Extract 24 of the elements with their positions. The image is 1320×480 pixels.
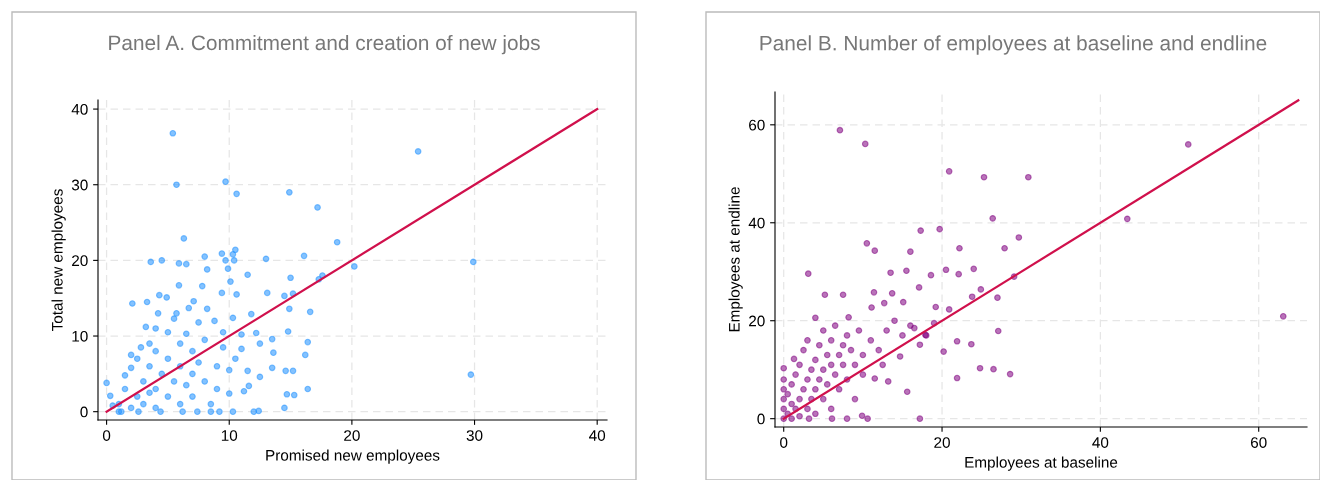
x-tick-label: 0 — [102, 430, 111, 441]
y-tick-label: 40 — [748, 217, 765, 229]
x-tick-label: 30 — [466, 430, 483, 441]
y-axis-title: Total new employees — [51, 189, 66, 331]
y-tick-label: 20 — [749, 315, 765, 327]
chart-title: Panel A. Commitment and creation of new jobs — [109, 34, 540, 55]
x-tick-label: 60 — [1250, 437, 1267, 448]
chart-title: Panel B. Number of employees at baseline and endline — [760, 35, 1267, 55]
y-tick-label: 40 — [71, 103, 88, 115]
y-axis-title: Employees at endline — [728, 187, 743, 332]
x-tick-label: 20 — [344, 430, 360, 441]
y-tick-label: 60 — [749, 119, 765, 131]
x-tick-label: 40 — [1092, 437, 1109, 448]
y-tick-label: 0 — [757, 413, 765, 425]
x-axis-title: Employees at baseline — [965, 456, 1118, 471]
x-tick-label: 10 — [221, 430, 238, 441]
x-tick-label: 20 — [934, 437, 950, 448]
x-axis-title: Promised new employees — [266, 449, 440, 464]
x-tick-label: 0 — [780, 437, 788, 448]
y-tick-label: 10 — [72, 330, 88, 342]
x-tick-label: 40 — [589, 430, 606, 441]
y-tick-label: 0 — [80, 406, 88, 418]
y-tick-label: 30 — [71, 179, 88, 191]
y-tick-label: 20 — [72, 255, 88, 267]
